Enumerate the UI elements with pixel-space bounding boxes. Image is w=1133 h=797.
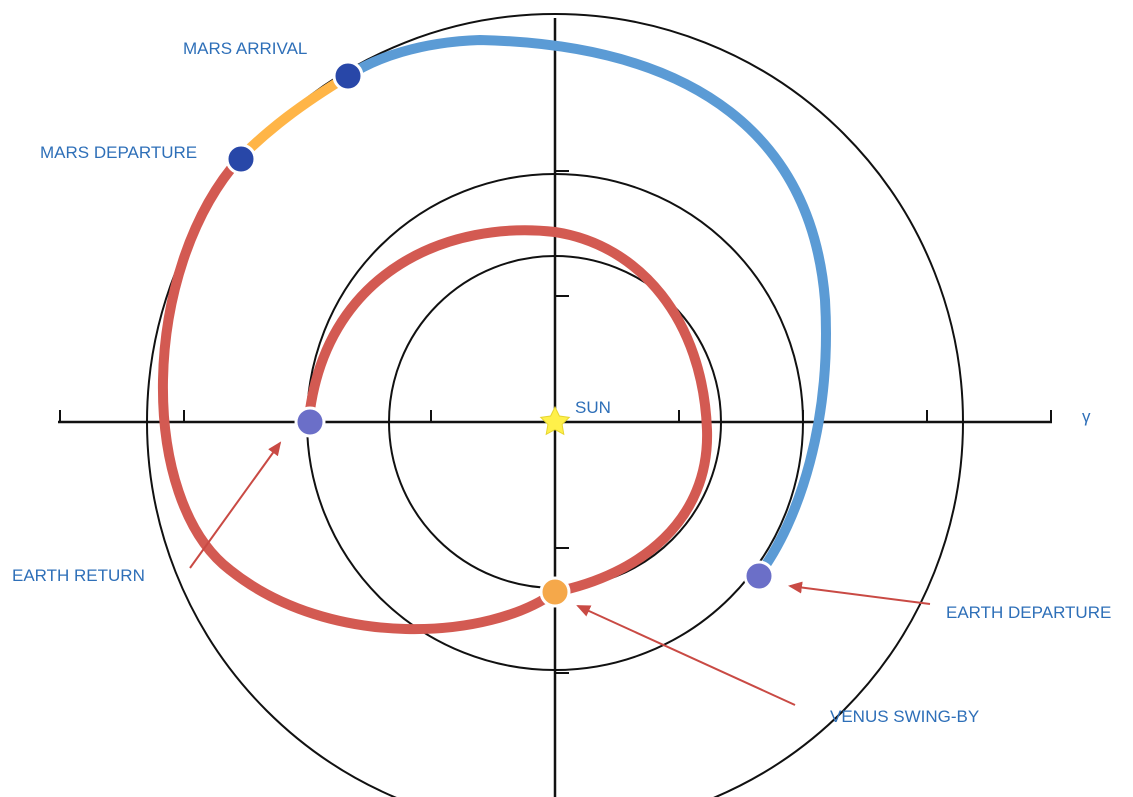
- mars-stay-arc: [235, 71, 353, 163]
- sun-star-icon: [539, 405, 571, 436]
- earth-return-marker-icon: [294, 406, 326, 438]
- vernal-equinox-label: γ: [1082, 407, 1091, 426]
- mars-arrival-marker-icon: [332, 60, 364, 92]
- mars-arrival-label: MARS ARRIVAL: [183, 39, 307, 58]
- earth-departure-arrow: [788, 581, 931, 605]
- outbound-trajectory: [343, 34, 831, 581]
- earth-return-label: EARTH RETURN: [12, 566, 145, 585]
- sun-label: SUN: [575, 398, 611, 417]
- earth-return-arrow: [189, 441, 282, 569]
- mars-departure-label: MARS DEPARTURE: [40, 143, 197, 162]
- return-trajectory-outer: [157, 153, 560, 634]
- venus-swing-by-marker-icon: [539, 576, 571, 608]
- venus-swing-by-label: VENUS SWING-BY: [830, 707, 979, 726]
- mars-departure-marker-icon: [225, 143, 257, 175]
- earth-departure-label: EARTH DEPARTURE: [946, 603, 1111, 622]
- venus-swing-by-arrow: [576, 605, 796, 706]
- earth-departure-marker-icon: [743, 560, 775, 592]
- return-trajectory-inner: [305, 225, 713, 597]
